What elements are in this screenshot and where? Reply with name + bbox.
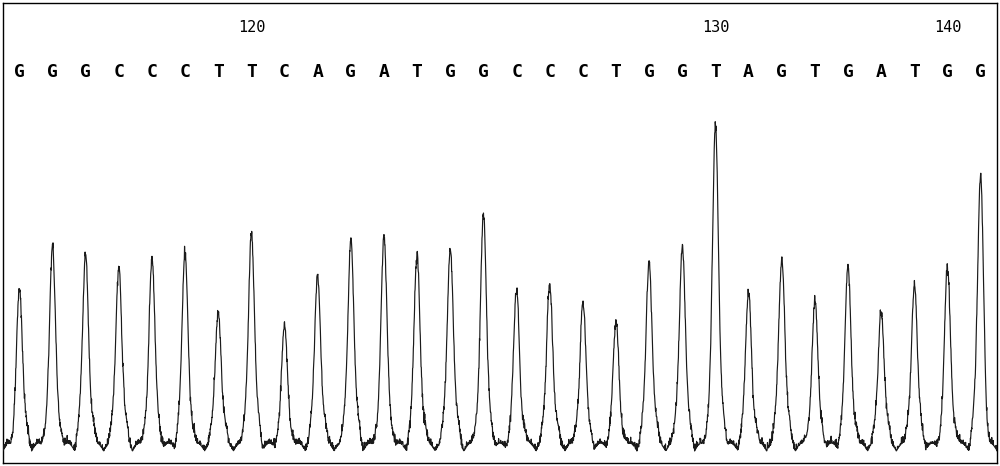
Text: G: G [47, 63, 58, 81]
Text: G: G [644, 63, 655, 81]
Text: C: C [147, 63, 157, 81]
Text: C: C [511, 63, 522, 81]
Text: T: T [412, 63, 423, 81]
Text: G: G [445, 63, 456, 81]
Text: T: T [809, 63, 820, 81]
Text: G: G [80, 63, 91, 81]
Text: G: G [843, 63, 853, 81]
Text: C: C [577, 63, 588, 81]
Text: 120: 120 [238, 21, 265, 35]
Text: A: A [312, 63, 323, 81]
Text: T: T [710, 63, 721, 81]
Text: A: A [379, 63, 389, 81]
Text: G: G [14, 63, 25, 81]
Text: 140: 140 [934, 21, 961, 35]
Text: G: G [975, 63, 986, 81]
Text: C: C [544, 63, 555, 81]
Text: T: T [246, 63, 257, 81]
Text: C: C [180, 63, 191, 81]
Text: A: A [743, 63, 754, 81]
Text: G: G [345, 63, 356, 81]
Text: G: G [776, 63, 787, 81]
Text: G: G [942, 63, 953, 81]
Text: T: T [213, 63, 224, 81]
Text: A: A [876, 63, 887, 81]
Text: T: T [909, 63, 920, 81]
Text: C: C [279, 63, 290, 81]
Text: T: T [611, 63, 621, 81]
Text: C: C [113, 63, 124, 81]
Text: G: G [677, 63, 688, 81]
Text: G: G [478, 63, 489, 81]
Text: 130: 130 [702, 21, 729, 35]
